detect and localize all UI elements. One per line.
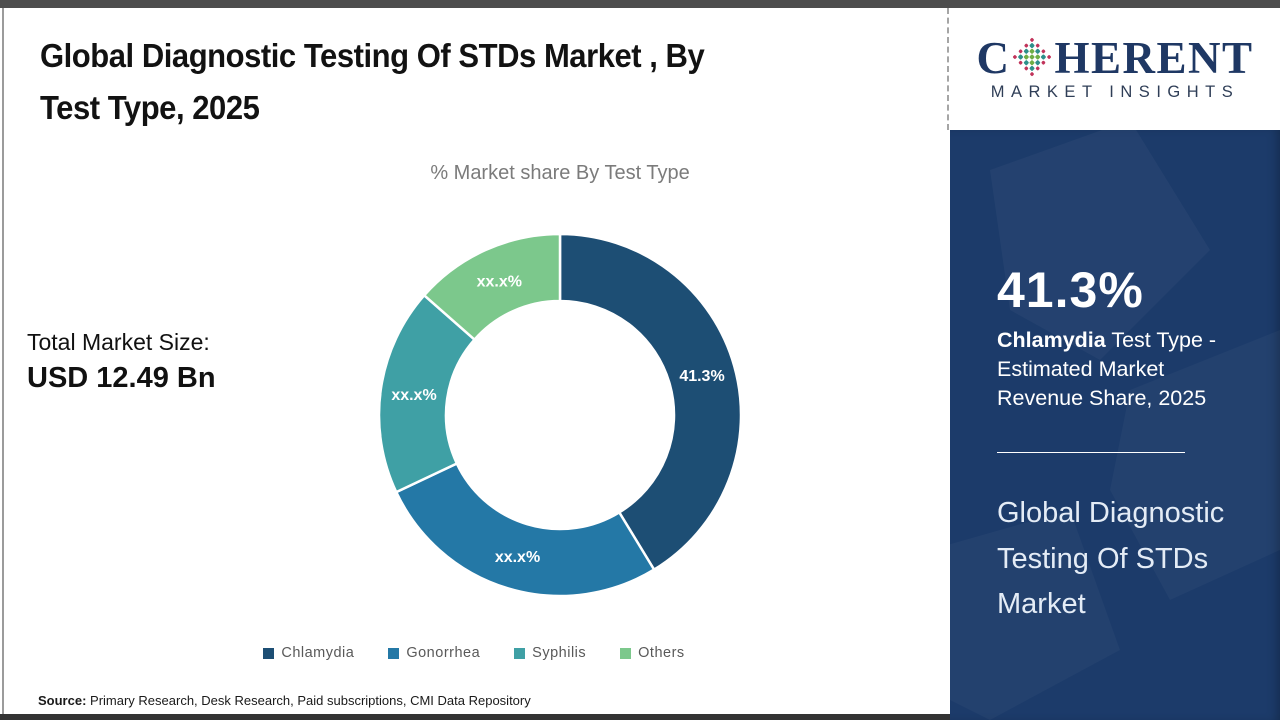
legend-swatch-icon	[263, 647, 275, 659]
left-border-line	[2, 8, 4, 714]
globe-dot	[1030, 71, 1035, 76]
legend-label: Gonorrhea	[406, 645, 481, 661]
legend-item-syphilis: Syphilis	[514, 645, 586, 661]
highlight-stat-description: Chlamydia Test Type - Estimated Market R…	[997, 326, 1225, 413]
globe-dot	[1019, 48, 1023, 53]
chart-subtitle: % Market share By Test Type	[430, 162, 690, 184]
legend-label: Chlamydia	[281, 645, 355, 661]
globe-dot	[1029, 59, 1035, 65]
source-line: Source: Primary Research, Desk Research,…	[38, 693, 531, 708]
legend-swatch-icon	[388, 647, 400, 659]
donut-slice-others	[422, 232, 562, 341]
globe-dot	[1029, 48, 1035, 54]
highlight-stat-value: 41.3%	[997, 262, 1144, 318]
donut-label-syphilis: xx.x%	[391, 387, 436, 404]
sidebar-panel: 41.3% Chlamydia Test Type - Estimated Ma…	[950, 130, 1280, 720]
donut-label-others: xx.x%	[477, 274, 522, 291]
legend-label: Others	[638, 645, 685, 661]
globe-dot	[1018, 54, 1024, 59]
donut-label-gonorrhea: xx.x%	[495, 549, 540, 566]
globe-dot	[1029, 65, 1035, 71]
brand-logo: C HERENT MARKET INSIGHTS	[950, 8, 1280, 130]
globe-dot	[1041, 48, 1046, 53]
page-title-line2: Test Type, 2025	[40, 89, 260, 126]
bottom-border-strip	[0, 714, 1280, 720]
panel-report-title: Global Diagnostic Testing Of STDs Market	[997, 497, 1225, 620]
globe-dot	[1029, 54, 1035, 59]
globe-dot	[1035, 54, 1041, 59]
globe-dot	[1024, 54, 1030, 59]
globe-dot	[1047, 54, 1052, 59]
source-text: Primary Research, Desk Research, Paid su…	[90, 693, 531, 708]
globe-dot	[1029, 42, 1035, 48]
page-title: Global Diagnostic Testing Of STDs Market…	[40, 30, 867, 134]
globe-dot	[1036, 43, 1041, 48]
total-market-value: USD 12.49 Bn	[27, 362, 216, 394]
panel-divider-line	[997, 452, 1185, 453]
donut-label-chlamydia: 41.3%	[679, 368, 724, 385]
globe-dot	[1035, 48, 1041, 54]
globe-dot	[1030, 37, 1035, 42]
globe-dot	[1036, 65, 1041, 70]
globe-dot	[1041, 54, 1047, 59]
globe-dot	[1019, 60, 1023, 65]
globe-dot	[1024, 65, 1029, 70]
panel-map-texture	[950, 130, 1280, 720]
legend-swatch-icon	[620, 647, 632, 659]
page-title-line1: Global Diagnostic Testing Of STDs Market…	[40, 37, 705, 74]
brand-logo-subtitle: MARKET INSIGHTS	[990, 83, 1240, 101]
legend-item-gonorrhea: Gonorrhea	[388, 645, 480, 661]
globe-dot	[1024, 48, 1030, 54]
source-prefix: Source:	[38, 693, 87, 708]
chart-legend: Chlamydia Gonorrhea Syphilis Others	[0, 645, 948, 661]
legend-item-others: Others	[620, 645, 685, 661]
legend-item-chlamydia: Chlamydia	[263, 645, 354, 661]
donut-slice-gonorrhea	[394, 462, 656, 598]
globe-dot	[1041, 60, 1046, 65]
dashed-divider	[947, 8, 949, 130]
globe-dot	[1013, 54, 1018, 59]
total-market-label: Total Market Size:	[27, 329, 210, 355]
highlight-stat-rest: Test Type - Estimated Market Revenue Sha…	[997, 328, 1217, 410]
highlight-stat-segment: Chlamydia	[997, 328, 1106, 352]
donut-chart: 41.3% xx.x% xx.x% xx.x%	[377, 232, 743, 598]
legend-swatch-icon	[514, 647, 526, 659]
logo-letters-herent: HERENT	[1054, 33, 1254, 83]
dotted-globe-icon	[1013, 37, 1052, 76]
donut-slice-chlamydia	[558, 232, 743, 571]
globe-dot	[1035, 59, 1041, 65]
top-border-strip	[0, 0, 1280, 8]
brand-logo-wordmark: C HERENT	[976, 36, 1253, 81]
globe-dot	[1024, 59, 1030, 65]
logo-letter-c: C	[976, 33, 1011, 83]
globe-dot	[1024, 43, 1029, 48]
total-market-block: Total Market Size: USD 12.49 Bn	[27, 326, 216, 398]
legend-label: Syphilis	[532, 645, 587, 661]
